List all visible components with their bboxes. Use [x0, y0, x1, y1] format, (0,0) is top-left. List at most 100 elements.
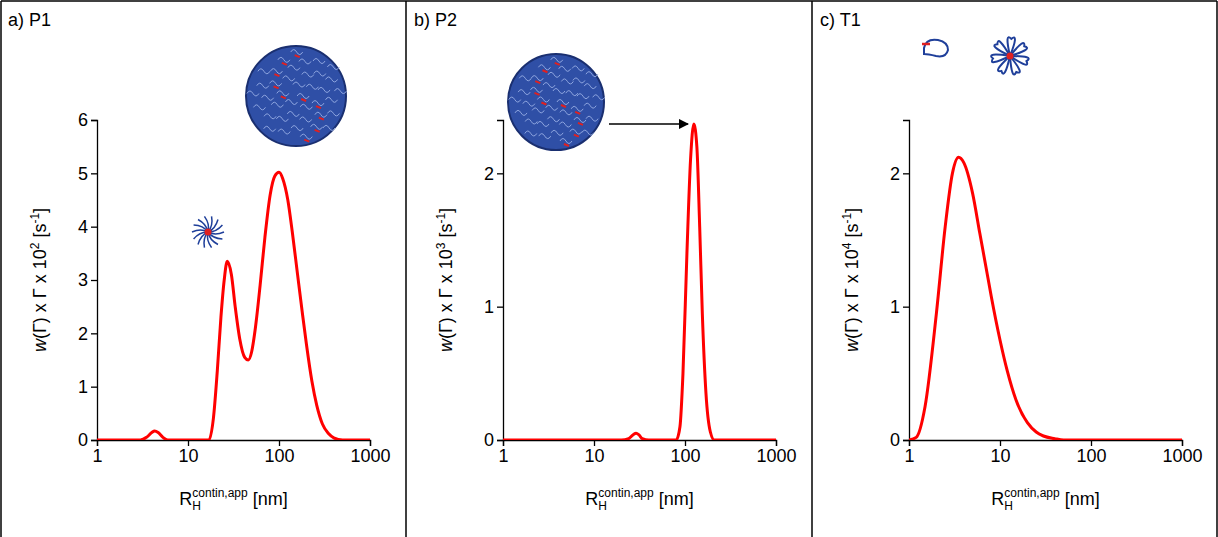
illustration-shape [312, 101, 324, 106]
distribution-line [503, 124, 776, 440]
y-tick-mark [91, 173, 97, 174]
y-axis: 0 1 2 [890, 121, 910, 451]
y-axis-title-part: -1 [840, 213, 854, 224]
y-tick-label: 2 [484, 164, 494, 184]
panel: b) P21101001000012RHcontin,app [nm]w(Γ) … [414, 10, 797, 513]
illustration-shape [277, 91, 289, 96]
y-tick-mark [903, 440, 909, 441]
y-tick-label: 2 [890, 164, 900, 184]
y-tick-label: 5 [78, 164, 88, 184]
plot-area [97, 172, 370, 440]
x-axis-title-part: [nm] [1060, 489, 1100, 509]
illustration-shape [577, 94, 589, 99]
y-axis-title-part: [s [842, 224, 862, 243]
y-tick-label: 1 [890, 297, 900, 317]
y-tick: 2 [890, 164, 909, 184]
x-tick-label: 1 [92, 446, 102, 466]
x-axis-title: RHcontin,app [nm] [179, 486, 287, 513]
illustration-shape [551, 130, 563, 135]
distribution-line [97, 172, 370, 440]
illustration-shape [575, 112, 580, 114]
y-axis-title: w(Γ) x Γ x 104 [s-1] [840, 208, 862, 352]
y-axis-line [497, 121, 504, 441]
illustration-shape [571, 106, 583, 111]
illustration-shape [922, 43, 930, 46]
x-tick: 1 [498, 440, 508, 466]
y-tick-mark [91, 280, 97, 281]
y-axis: 012 [484, 121, 504, 451]
illustration-shape [301, 99, 306, 101]
illustration-shape [291, 50, 303, 55]
illustration-shape [258, 69, 270, 74]
illustration-shape [297, 94, 309, 99]
illustration-shape [323, 125, 335, 130]
panel: c) T11101001000012RHcontin,app [nm]w(Γ) … [820, 10, 1203, 513]
illustration-shape [315, 130, 320, 132]
illustration-shape [326, 77, 338, 82]
illustration [991, 37, 1029, 74]
x-axis-title-part: H [598, 499, 607, 513]
panel: a) P111010010000123456RHcontin,app [nm]w… [8, 10, 391, 513]
illustration-shape [1007, 53, 1014, 60]
illustration-shape [508, 54, 604, 150]
y-tick-mark [497, 440, 503, 441]
x-tick: 10 [178, 440, 198, 466]
illustration-shape [543, 83, 555, 88]
x-axis: 1 10 100 1000 [904, 440, 1202, 466]
illustration-shape [304, 140, 309, 142]
illustration-shape [515, 110, 527, 115]
illustration-shape [313, 59, 325, 64]
y-tick: 0 [78, 430, 97, 450]
illustration-shape [509, 97, 521, 102]
x-tick: 100 [1076, 440, 1106, 466]
illustration-shape [560, 139, 572, 144]
x-tick-label: 1 [498, 446, 508, 466]
illustration [192, 216, 224, 247]
x-tick: 10 [990, 440, 1010, 466]
y-tick-mark [903, 173, 909, 174]
x-axis-title: RHcontin,app [nm] [585, 486, 693, 513]
illustration-shape [560, 110, 572, 115]
illustration-shape [924, 40, 948, 57]
illustration-shape [264, 114, 276, 119]
y-tick: 0 [890, 430, 909, 450]
illustration-shape [327, 111, 339, 116]
illustration-shape [573, 78, 585, 83]
illustration-shape [525, 119, 537, 124]
y-tick: 4 [78, 217, 97, 237]
x-tick: 10 [584, 440, 604, 466]
illustration-shape [274, 86, 279, 88]
illustration-shape [539, 134, 551, 139]
illustration-shape [519, 76, 531, 81]
illustration-shape [537, 121, 549, 126]
illustration-shape [276, 116, 288, 121]
x-tick: 1 [92, 440, 102, 466]
illustration-shape [553, 89, 565, 94]
illustration-shape [264, 126, 276, 131]
illustration-shape [584, 84, 596, 89]
y-axis-title-part: w [842, 338, 862, 352]
y-tick-label: 2 [78, 324, 88, 344]
illustration-shape [542, 70, 547, 72]
y-tick-mark [91, 227, 97, 228]
frame-line [1, 0, 1217, 2]
x-tick: 1 [904, 440, 914, 466]
illustration [246, 46, 346, 146]
y-tick-mark [497, 307, 503, 308]
frame-line [811, 1, 813, 537]
illustration-shape [270, 81, 282, 86]
illustration-shape [535, 81, 540, 83]
illustration-shape [537, 97, 549, 102]
x-axis-title-part: H [192, 499, 201, 513]
x-tick: 1000 [756, 440, 796, 466]
x-tick-label: 1000 [1162, 446, 1202, 466]
illustration-shape [570, 129, 582, 134]
illustration-shape [548, 72, 560, 77]
y-tick: 3 [78, 270, 97, 290]
y-tick-mark [91, 387, 97, 388]
illustration-shape [300, 117, 312, 122]
illustration-shape [566, 91, 578, 96]
illustration-shape [281, 96, 286, 98]
illustration-shape [564, 144, 569, 146]
illustration-shape [518, 90, 530, 95]
